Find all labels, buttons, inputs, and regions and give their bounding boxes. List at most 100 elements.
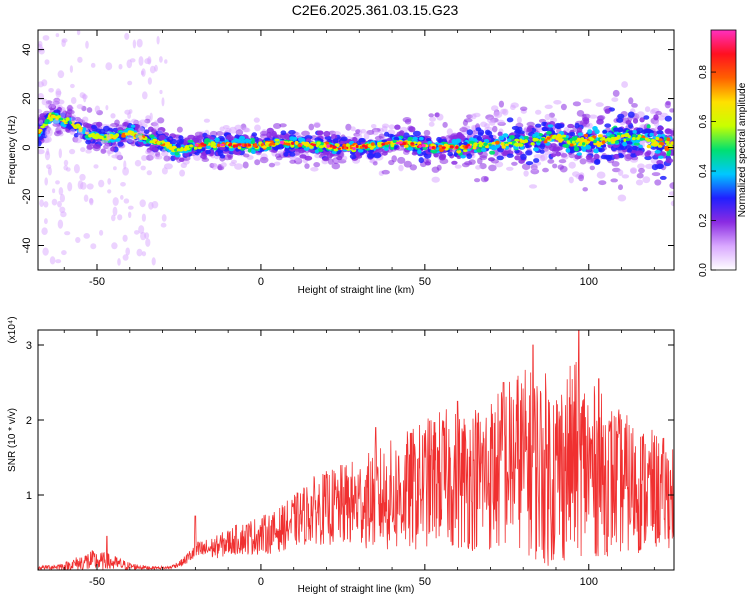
spectrogram-cell xyxy=(637,163,645,170)
spectrogram-cell xyxy=(463,118,473,123)
spectrogram-cell xyxy=(666,137,671,142)
spectrogram-cell xyxy=(657,126,664,131)
spectrogram-cell xyxy=(234,124,243,131)
spectrogram-cell xyxy=(237,146,242,150)
spectrogram-cell xyxy=(373,152,382,159)
spectrogram-cell xyxy=(176,126,183,133)
spectrogram-cell xyxy=(514,134,521,138)
spectrogram-cell xyxy=(585,144,592,150)
spectrogram-cell xyxy=(533,154,543,159)
spectrogram-cell xyxy=(210,141,216,145)
spectrogram-cell xyxy=(391,155,398,163)
spectrogram-noise-cell xyxy=(149,65,156,74)
spectrogram-cell xyxy=(610,178,618,183)
spectrogram-noise-cell xyxy=(73,164,80,174)
spectrogram-cell xyxy=(220,143,225,147)
spectrogram-cell xyxy=(117,141,124,147)
spectrogram-cell xyxy=(596,143,601,148)
x-tick-label: 0 xyxy=(258,276,264,288)
spectrogram-cell xyxy=(316,130,324,136)
spectrogram-cell xyxy=(617,169,624,176)
spectrogram-noise-cell xyxy=(117,258,121,266)
spectrogram-cell xyxy=(489,150,496,155)
snr-series-line xyxy=(38,330,674,570)
spectrogram-cell xyxy=(532,133,537,138)
spectrogram-noise-cell xyxy=(118,63,123,70)
spectrogram-cell xyxy=(498,100,504,108)
spectrogram-cell xyxy=(141,155,148,161)
spectrogram-cell xyxy=(528,184,538,189)
colorbar-tick-label: 0.6 xyxy=(698,114,709,128)
spectrogram-cell xyxy=(593,153,600,160)
spectrogram-cell xyxy=(372,161,378,166)
spectrogram-cell xyxy=(163,155,171,162)
spectrogram-cell xyxy=(523,135,529,140)
spectrogram-cell xyxy=(121,134,127,138)
spectrogram-cell xyxy=(308,123,315,131)
spectrogram-cell xyxy=(601,140,606,145)
y-tick-label: 40 xyxy=(21,43,33,55)
spectrogram-cell xyxy=(260,130,268,136)
spectrogram-cell xyxy=(332,138,339,144)
spectrogram-noise-cell xyxy=(60,211,67,218)
spectrogram-cell xyxy=(57,115,61,119)
spectrogram-cell xyxy=(645,163,654,169)
spectrogram-cell xyxy=(622,141,627,147)
spectrogram-cell xyxy=(214,137,220,143)
spectrogram-cell xyxy=(514,155,521,161)
spectrogram-cell xyxy=(206,145,212,150)
spectrogram-cell xyxy=(582,142,586,146)
spectrogram-cell xyxy=(598,148,603,152)
spectrogram-cell xyxy=(216,131,224,136)
x-tick-label: 50 xyxy=(419,276,431,288)
spectrogram-noise-cell xyxy=(43,201,49,208)
spectrogram-cell xyxy=(349,153,357,160)
spectrogram-cell xyxy=(523,170,529,177)
spectrogram-cell xyxy=(268,143,272,147)
spectrogram-cell xyxy=(62,119,66,123)
spectrogram-cell xyxy=(578,174,584,182)
colorbar-gradient xyxy=(710,29,737,271)
spectrogram-cell xyxy=(651,164,659,171)
spectrogram-cell xyxy=(358,137,366,143)
spectrogram-cell xyxy=(639,117,645,123)
spectrogram-cell xyxy=(110,113,116,119)
spectrogram-cell xyxy=(484,129,491,135)
spectrogram-cell xyxy=(271,130,277,138)
spectrogram-cell xyxy=(665,128,671,134)
spectrogram-cell xyxy=(95,135,100,138)
spectrogram-cell xyxy=(345,123,352,131)
x-tick-label: 100 xyxy=(580,276,598,288)
spectrogram-noise-cell xyxy=(57,219,64,229)
spectrogram-cell xyxy=(51,114,56,119)
spectrogram-cell xyxy=(525,150,533,156)
spectrogram-cell xyxy=(544,104,553,110)
spectrogram-cell xyxy=(657,144,662,148)
spectrogram-cell xyxy=(100,148,107,154)
y-tick-label: 1 xyxy=(26,490,32,502)
spectrogram-cell xyxy=(642,176,651,184)
spectrogram-cell xyxy=(632,130,637,134)
spectrogram-cell xyxy=(618,184,623,191)
spectrogram-noise-cell xyxy=(85,129,90,135)
spectrogram-cell xyxy=(398,164,404,172)
spectrogram-cell xyxy=(460,154,466,159)
spectrogram-cell xyxy=(304,163,310,169)
spectrogram-cell xyxy=(393,136,400,141)
spectrogram-cell xyxy=(254,159,261,166)
spectrogram-cell xyxy=(266,146,272,151)
spectrogram-noise-cell xyxy=(98,179,105,188)
spectrogram-noise-cell xyxy=(124,32,130,40)
spectrogram-noise-cell xyxy=(111,214,116,222)
spectrogram-cell xyxy=(429,116,436,122)
spectrogram-noise-cell xyxy=(113,166,117,171)
spectrogram-cell xyxy=(638,167,645,174)
spectrogram-cell xyxy=(384,144,390,148)
spectrogram-cell xyxy=(431,176,440,183)
spectrogram-cell xyxy=(653,120,660,127)
spectrogram-cell xyxy=(251,132,258,137)
spectrogram-cell xyxy=(74,137,82,144)
spectrogram-cell xyxy=(558,159,567,164)
spectrogram-cell xyxy=(625,132,630,137)
spectrogram-noise-cell xyxy=(94,105,101,113)
